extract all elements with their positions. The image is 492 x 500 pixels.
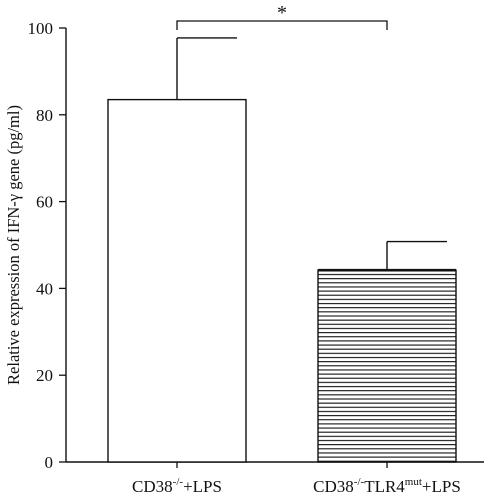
y-tick-label-0: 0 xyxy=(45,453,54,472)
significance-bracket xyxy=(176,20,388,30)
y-tick-label-80: 80 xyxy=(36,106,53,125)
bar-1 xyxy=(317,269,457,463)
category-label-0: CD38-/-+LPS xyxy=(132,476,222,496)
y-axis-title: Relative expression of IFN-γ gene (pg/ml… xyxy=(4,105,23,385)
significance-marker: * xyxy=(277,2,287,24)
y-tick-label-100: 100 xyxy=(28,19,54,38)
y-tick-label-20: 20 xyxy=(36,366,53,385)
bar-0 xyxy=(107,98,247,463)
y-tick-label-40: 40 xyxy=(36,279,53,298)
category-label-1: CD38-/-TLR4mut+LPS xyxy=(313,476,461,496)
plot-area: 0 20 40 60 80 100 * CD38-/-+LPS CD38-/-TLR4mut+L… xyxy=(28,2,484,496)
y-tick-label-60: 60 xyxy=(36,193,53,212)
